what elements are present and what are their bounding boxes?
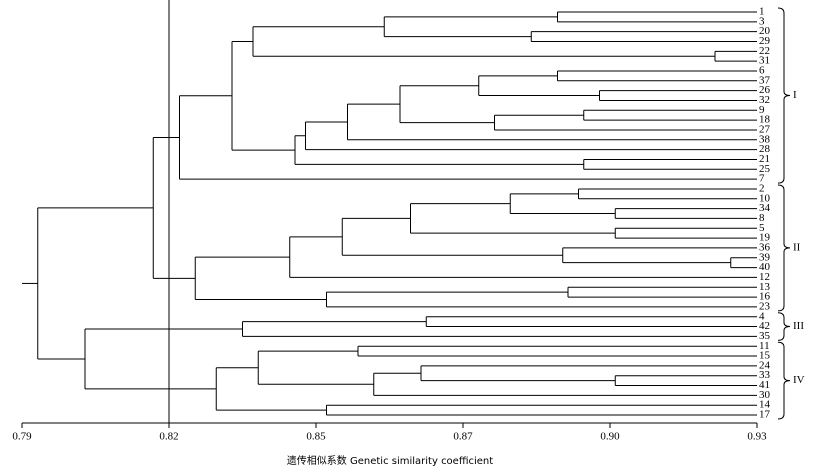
- leaf-label: 19: [759, 232, 771, 244]
- merge-link: [84, 328, 243, 390]
- cluster-label: III: [793, 320, 804, 332]
- leaf-label: 23: [759, 300, 771, 312]
- merge-link: [305, 121, 757, 151]
- leaf-label: 42: [759, 320, 770, 332]
- merge-link: [179, 95, 757, 180]
- merge-link: [341, 217, 563, 256]
- merge-link: [420, 365, 757, 382]
- x-axis-label: 遗传相似系数 Genetic similarity coefficient: [287, 454, 493, 467]
- cluster-brace: [777, 7, 791, 184]
- cluster-brace: [777, 184, 791, 312]
- x-tick-label: 0.93: [747, 431, 767, 443]
- x-tick-label: 0.87: [453, 431, 473, 443]
- merge-link: [399, 85, 495, 124]
- merge-link: [494, 114, 757, 131]
- leaf-label: 38: [759, 133, 771, 145]
- merge-link: [215, 367, 327, 411]
- merge-link: [730, 257, 757, 269]
- leaf-label: 8: [759, 212, 765, 224]
- merge-link: [326, 291, 757, 308]
- x-tick-label: 0.85: [306, 431, 326, 443]
- x-tick-label: 0.82: [159, 431, 178, 443]
- x-tick-label: 0.79: [12, 431, 32, 443]
- cluster-label: II: [793, 241, 801, 253]
- leaf-label: 35: [759, 330, 771, 342]
- merge-link: [614, 375, 757, 387]
- leaf-label: 16: [759, 291, 771, 303]
- leaf-label: 22: [759, 45, 770, 57]
- cluster-brace: [777, 312, 791, 341]
- leaf-label: 39: [759, 251, 771, 263]
- leaf-label: 4: [759, 310, 765, 322]
- leaf-label: 11: [759, 340, 770, 352]
- leaf-label: 7: [759, 173, 765, 185]
- leaf-label: 29: [759, 35, 771, 47]
- leaf-label: 36: [759, 241, 771, 253]
- merge-link: [478, 75, 600, 97]
- merge-link: [557, 11, 757, 23]
- merge-link: [373, 372, 757, 396]
- cluster-label: I: [793, 89, 797, 101]
- leaf-label: 3: [759, 15, 765, 27]
- cluster-brace: [777, 341, 791, 420]
- leaf-label: 20: [759, 25, 771, 37]
- merge-link: [583, 158, 757, 170]
- merge-link: [614, 227, 757, 239]
- merge-link: [562, 247, 757, 264]
- merge-link: [242, 321, 757, 337]
- merge-link: [357, 345, 757, 357]
- leaf-label: 1: [759, 6, 765, 18]
- merge-link: [289, 236, 757, 278]
- merge-link: [194, 256, 327, 301]
- leaf-label: 37: [759, 74, 771, 86]
- merge-link: [152, 136, 196, 279]
- merge-link: [530, 31, 757, 42]
- leaf-label: 21: [759, 153, 770, 165]
- merge-link: [509, 193, 616, 215]
- merge-link: [231, 40, 295, 151]
- leaf-label: 10: [759, 192, 771, 204]
- leaf-label: 13: [759, 281, 771, 293]
- leaf-label: 14: [759, 399, 771, 411]
- leaf-label: 24: [759, 359, 771, 371]
- leaf-label: 17: [759, 409, 771, 421]
- leaf-label: 30: [759, 389, 771, 401]
- merge-link: [347, 103, 757, 141]
- x-tick-label: 0.90: [600, 431, 620, 443]
- merge-link: [578, 188, 757, 200]
- leaf-label: 5: [759, 222, 765, 234]
- cluster-label: IV: [793, 374, 805, 386]
- leaf-label: 27: [759, 123, 771, 135]
- leaf-label: 2: [759, 182, 765, 194]
- leaf-label: 12: [759, 271, 770, 283]
- leaf-label: 40: [759, 261, 771, 273]
- merge-link: [326, 404, 757, 416]
- merge-link: [257, 350, 374, 385]
- leaf-label: 31: [759, 55, 770, 67]
- merge-link: [410, 203, 616, 234]
- merge-link: [557, 70, 757, 82]
- merge-link: [37, 207, 154, 360]
- merge-link: [567, 286, 757, 298]
- leaf-label: 25: [759, 163, 771, 175]
- leaf-label: 32: [759, 94, 770, 106]
- leaf-label: 41: [759, 379, 770, 391]
- merge-link: [425, 316, 757, 328]
- merge-link: [714, 50, 757, 62]
- leaf-label: 6: [759, 65, 765, 77]
- merge-link: [583, 109, 757, 121]
- merge-link: [614, 208, 757, 219]
- leaf-label: 34: [759, 202, 771, 214]
- merge-link: [599, 90, 757, 101]
- leaf-label: 33: [759, 369, 771, 381]
- leaf-label: 15: [759, 350, 771, 362]
- leaf-label: 26: [759, 84, 771, 96]
- leaf-label: 9: [759, 104, 765, 116]
- leaf-label: 28: [759, 143, 771, 155]
- leaf-label: 18: [759, 114, 771, 126]
